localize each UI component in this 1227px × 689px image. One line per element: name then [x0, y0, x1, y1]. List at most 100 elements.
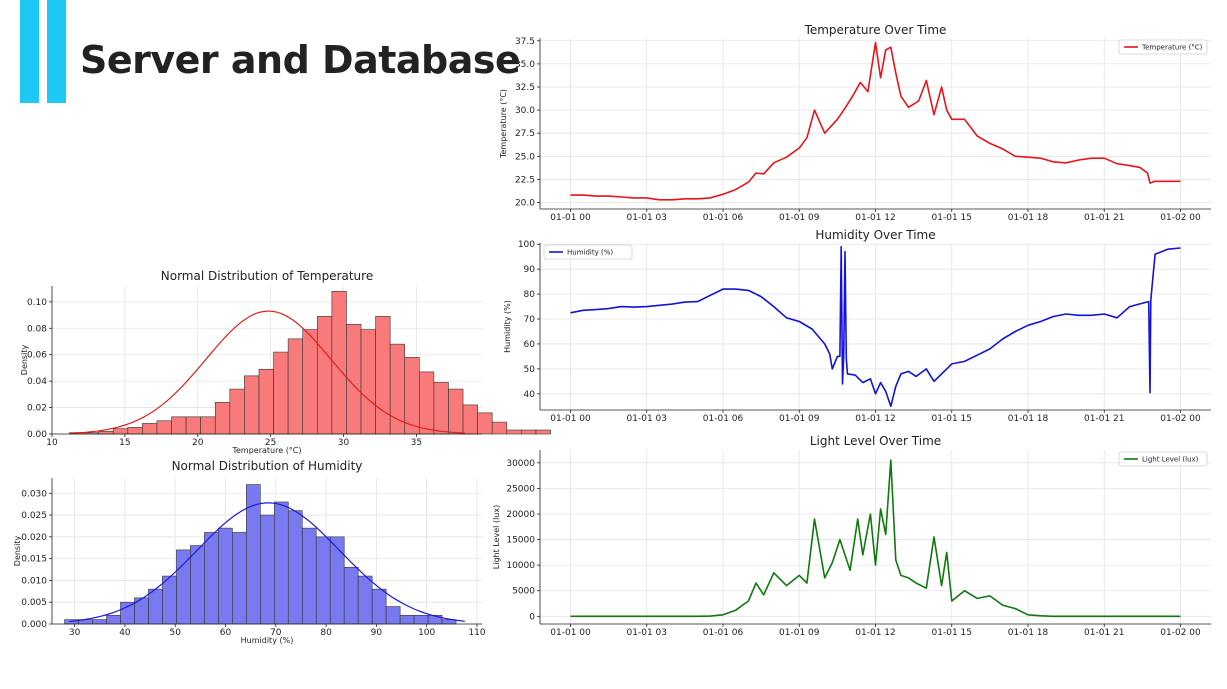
- x-tick-label: 15: [119, 438, 130, 448]
- chart-title: Light Level Over Time: [810, 434, 941, 448]
- x-tick-label: 60: [220, 628, 232, 638]
- histogram-bar: [112, 428, 129, 435]
- x-tick-label: 01-02 00: [1160, 628, 1201, 638]
- x-tick-label: 01-01 00: [550, 628, 591, 638]
- y-tick-label: 15000: [506, 536, 535, 546]
- histogram-bar: [448, 388, 464, 435]
- histogram-bar: [315, 536, 331, 625]
- x-tick-label: 80: [320, 628, 332, 638]
- y-tick-label: 30000: [506, 459, 535, 469]
- histogram-bar: [176, 549, 191, 625]
- x-tick-label: 01-01 18: [1008, 414, 1049, 424]
- histogram-bar: [385, 606, 401, 625]
- histogram-bar: [156, 420, 172, 435]
- x-tick-label: 01-01 12: [855, 628, 895, 638]
- y-tick-label: 60: [524, 340, 536, 350]
- x-tick-label: 100: [418, 628, 435, 638]
- x-tick-label: 90: [371, 628, 383, 638]
- x-tick-label: 30: [69, 628, 81, 638]
- histogram-bar: [92, 619, 107, 625]
- y-tick-label: 0.02: [27, 404, 47, 414]
- histogram-bar: [329, 536, 345, 625]
- histogram-bar: [273, 501, 289, 625]
- y-tick-label: 20.0: [515, 199, 535, 209]
- y-axis-label: Humidity (%): [503, 300, 512, 353]
- x-tick-label: 01-01 12: [855, 213, 895, 223]
- histogram-bar: [302, 329, 318, 435]
- histogram-bar: [232, 532, 247, 625]
- x-tick-label: 01-02 00: [1160, 414, 1201, 424]
- humidity-histogram-chart: 30 40 50 60 70 80 90 100 110 0.000 0.005 0.010 0.015…: [13, 459, 486, 645]
- histogram-bar: [301, 527, 317, 625]
- accent-bar-right: [47, 0, 66, 103]
- x-tick-label: 01-01 09: [779, 213, 820, 223]
- histogram-bar: [244, 375, 260, 435]
- histogram-bar: [260, 514, 275, 625]
- y-tick-label: 0.010: [21, 576, 47, 586]
- y-tick-label: 0.000: [21, 620, 47, 630]
- x-tick-label: 01-01 03: [627, 213, 667, 223]
- y-axis-label: Density: [13, 536, 22, 567]
- legend-label: Humidity (%): [567, 249, 613, 257]
- kde-curve: [69, 310, 465, 434]
- x-tick-label: 01-01 15: [932, 628, 972, 638]
- temperature-histogram-chart: 10 15 20 25 30 35 0.00 0.02 0.04 0.06 0.08 0.10 Norm…: [20, 269, 551, 455]
- x-axis-label: Temperature (°C): [231, 446, 301, 455]
- y-axis-label: Light Level (lux): [492, 505, 501, 569]
- y-tick-label: 32.5: [515, 83, 535, 93]
- x-tick-label: 35: [411, 438, 422, 448]
- x-tick-label: 01-01 18: [1008, 213, 1049, 223]
- x-tick-label: 110: [468, 628, 485, 638]
- histogram-bar: [535, 429, 551, 435]
- x-tick-label: 01-01 18: [1008, 628, 1049, 638]
- histogram-bar: [287, 338, 304, 435]
- y-tick-label: 70: [524, 315, 536, 325]
- x-tick-label: 30: [338, 438, 350, 448]
- chart-title: Temperature Over Time: [804, 23, 947, 37]
- kde-curve: [69, 502, 465, 623]
- y-tick-label: 100: [518, 240, 535, 250]
- y-axis-label: Density: [20, 345, 29, 376]
- y-tick-label: 0.06: [27, 351, 47, 361]
- x-tick-label: 20: [192, 438, 204, 448]
- accent-bar-left: [20, 0, 39, 103]
- legend-box: [543, 244, 633, 260]
- y-tick-label: 90: [524, 265, 536, 275]
- x-tick-label: 01-01 21: [1084, 213, 1124, 223]
- x-tick-label: 25: [265, 438, 276, 448]
- y-tick-label: 0.00: [27, 430, 47, 440]
- y-tick-label: 0.020: [21, 533, 47, 543]
- y-tick-label: 0.04: [27, 377, 47, 387]
- histogram-bar: [120, 601, 135, 625]
- light-level-over-time-chart: 01-01 00 01-01 03 01-01 06 01-01 09 01-01 12…: [492, 434, 1211, 638]
- x-tick-label: 01-01 21: [1084, 414, 1124, 424]
- x-tick-label: 01-01 09: [779, 628, 820, 638]
- histogram-bar: [413, 614, 429, 625]
- x-tick-label: 01-01 00: [550, 414, 591, 424]
- y-tick-label: 37.5: [515, 37, 535, 47]
- histogram-bar: [375, 316, 391, 435]
- humidity-over-time-chart: 01-01 00 01-01 03 01-01 06 01-01 09 01-01 12…: [503, 228, 1211, 424]
- y-tick-label: 50: [524, 365, 536, 375]
- x-tick-label: 01-01 06: [703, 628, 744, 638]
- chart-title: Normal Distribution of Humidity: [172, 459, 363, 473]
- temperature-over-time-chart: 01-01 00 01-01 03 01-01 06 01-01 09 01-01 12…: [499, 23, 1211, 223]
- y-tick-label: 0.10: [27, 298, 47, 308]
- histogram-bar: [371, 588, 387, 625]
- x-tick-label: 01-01 00: [550, 213, 591, 223]
- histogram-bar: [357, 575, 373, 625]
- x-tick-label: 40: [119, 628, 131, 638]
- y-tick-label: 0.005: [21, 598, 47, 608]
- y-tick-label: 30.0: [515, 106, 535, 116]
- histogram-bar: [229, 388, 245, 435]
- histogram-bar: [162, 575, 177, 625]
- x-tick-label: 50: [169, 628, 181, 638]
- x-tick-label: 01-02 00: [1160, 213, 1201, 223]
- histogram-bar: [287, 510, 303, 625]
- y-tick-label: 0: [529, 612, 535, 622]
- histogram-bar: [190, 545, 205, 625]
- x-tick-label: 01-01 12: [855, 414, 895, 424]
- series-line: [570, 459, 1181, 618]
- y-tick-label: 0.08: [27, 324, 47, 334]
- histogram-bar: [273, 351, 289, 435]
